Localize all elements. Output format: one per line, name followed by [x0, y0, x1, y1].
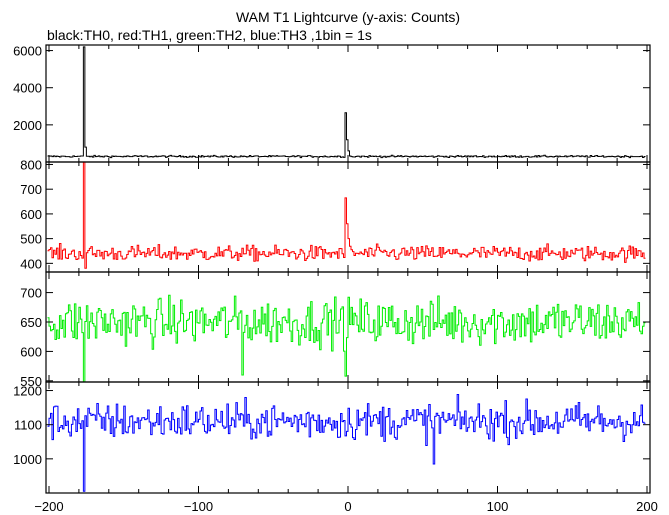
panel-th2: 550 600 650 700	[20, 271, 651, 389]
plot-panels: 2000 4000 6000 400 500 600 700 800 550 600 650 700 1…	[13, 44, 651, 494]
y-tick-label: 650	[20, 315, 42, 330]
y-tick-label: 6000	[13, 44, 42, 59]
y-tick-label: 1100	[14, 418, 42, 433]
chart-subtitle: black:TH0, red:TH1, green:TH2, blue:TH3 …	[47, 27, 372, 43]
panel-th0: 2000 4000 6000	[13, 44, 651, 163]
y-tick-label: 700	[20, 182, 42, 197]
x-axis: −200 −100 0 100 200	[34, 499, 658, 514]
y-tick-label: 1000	[13, 452, 42, 467]
x-tick-label: −100	[184, 499, 213, 514]
y-tick-label: 800	[20, 157, 42, 172]
chart-title: WAM T1 Lightcurve (y-axis: Counts)	[236, 9, 460, 25]
x-tick-label: −200	[34, 499, 63, 514]
series-line-th0	[47, 46, 646, 159]
panel-frame	[45, 161, 651, 273]
y-tick-label: 600	[20, 207, 42, 222]
y-tick-label: 400	[20, 256, 42, 271]
y-tick-label: 600	[20, 344, 42, 359]
series-line-th3	[47, 393, 646, 492]
x-tick-label: 200	[636, 499, 658, 514]
y-tick-label: 4000	[13, 81, 42, 96]
series-line-th1	[47, 162, 646, 269]
x-tick-label: 100	[487, 499, 509, 514]
panel-th3: 1000 1100 1200	[13, 381, 651, 494]
y-tick-label: 700	[20, 286, 42, 301]
panel-frame	[45, 381, 651, 494]
y-tick-label: 500	[20, 232, 42, 247]
y-tick-label: 2000	[13, 118, 42, 133]
series-line-th2	[47, 294, 646, 382]
x-tick-label: 0	[344, 499, 351, 514]
y-tick-label: 1200	[13, 384, 42, 399]
panel-th1: 400 500 600 700 800	[20, 157, 651, 273]
y-tick-label: 550	[20, 374, 42, 389]
